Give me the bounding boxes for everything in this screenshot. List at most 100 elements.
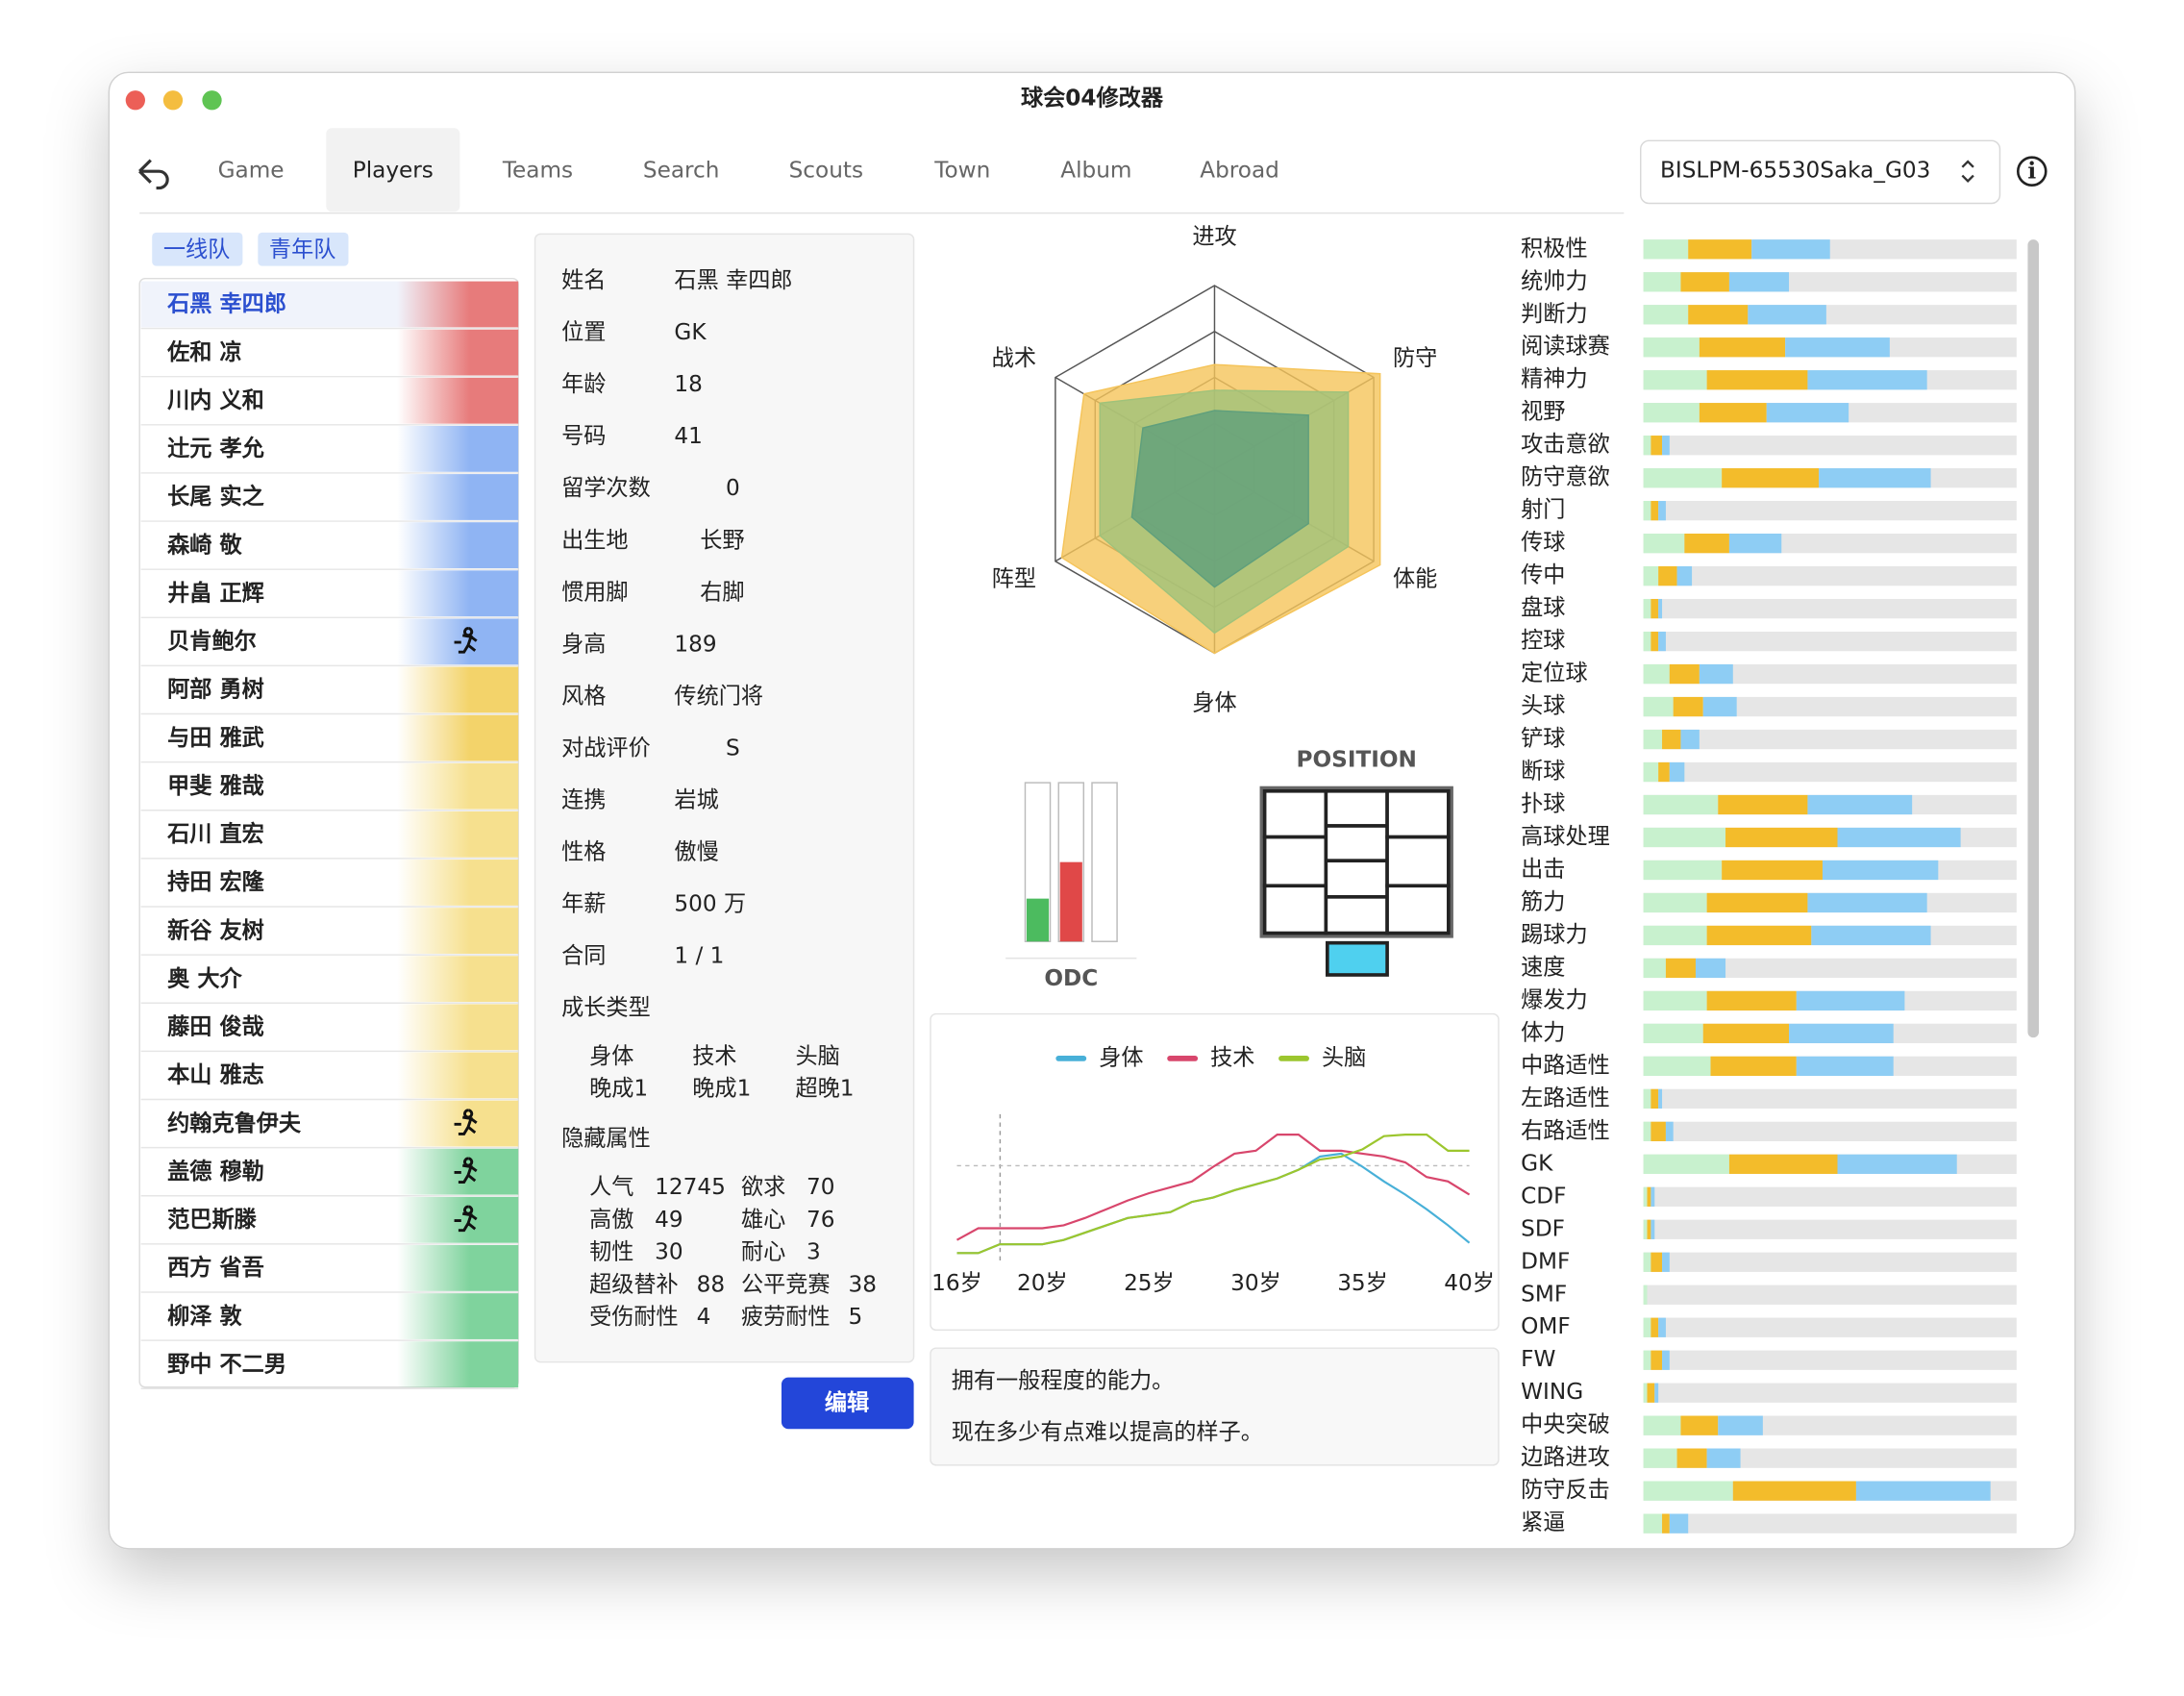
player-color[interactable] [397,714,519,761]
field-label: 对战评价 [561,735,651,761]
bar-track [1643,761,2017,783]
attribute-label: 边路进攻 [1521,1444,1610,1470]
radar-label: 进攻 [1192,224,1236,250]
bar-track [1643,501,2017,521]
bar-segment [1695,958,1726,979]
field-label: 身高 [561,631,606,657]
edit-button[interactable] [781,1377,914,1430]
attribute-label: 右路适性 [1521,1117,1610,1143]
player-name: 贝肯鲍尔 [167,629,257,655]
tab[interactable]: Album [1060,158,1131,184]
player-name: 奥 大介 [167,965,242,991]
player-color[interactable] [397,762,519,810]
back-button[interactable] [138,159,169,190]
bar-segment [1650,631,1659,652]
player-color[interactable] [397,281,519,328]
field-value: 41 [674,423,702,449]
bar-segment [1643,1284,1648,1305]
player-color[interactable] [397,1245,519,1291]
bar-segment [1710,1056,1797,1077]
radar-label: 防守 [1393,345,1437,371]
tab[interactable]: Game [218,158,285,184]
attribute-label: 爆发力 [1521,986,1587,1012]
hidden-label: 雄心 [741,1207,785,1233]
player-color[interactable] [397,1004,519,1051]
player-color[interactable] [397,474,519,520]
bar-segment [1669,761,1685,783]
tab[interactable]: Town [933,158,990,184]
bar-segment [1722,860,1823,881]
player-color[interactable] [397,1341,519,1388]
attribute-label: 积极性 [1521,236,1587,262]
player-color[interactable] [397,860,519,906]
bar-track [1643,565,2017,586]
bar-segment [1680,729,1700,750]
player-color[interactable] [397,956,519,1003]
zoom-button[interactable] [202,90,222,111]
tab[interactable]: Abroad [1200,158,1279,184]
bar-segment [1658,631,1666,652]
bar-segment [1728,272,1790,292]
hidden-value: 5 [849,1304,863,1330]
player-color[interactable] [397,1293,519,1339]
bar-segment [1725,827,1838,848]
minimize-button[interactable] [162,90,184,111]
bar-track [1643,1186,2017,1207]
bar-segment [1748,305,1826,325]
bar-segment [1702,696,1737,717]
squad-tab[interactable] [152,232,243,266]
legend-icon [454,1157,478,1184]
bar-segment [1643,436,1651,456]
info-button[interactable] [2016,156,2048,187]
field-value: 189 [674,631,716,657]
legend-label: 身体 [1099,1044,1143,1070]
attribute-label: 中央突破 [1521,1411,1610,1437]
tab[interactable]: Players [353,158,434,184]
bar-track [1643,631,2017,652]
attribute-label: 阅读球赛 [1521,334,1610,360]
bar-track [1643,1284,2017,1305]
player-color[interactable] [397,329,519,376]
player-color[interactable] [397,1052,519,1099]
bar-segment [1643,1415,1681,1435]
window-title: 球会04修改器 [1021,85,1164,111]
attribute-label: GK [1521,1150,1553,1176]
x-tick-label: 35岁 [1337,1270,1388,1296]
info-glyph: i [2027,159,2036,185]
attribute-label: FW [1521,1346,1555,1372]
player-color[interactable] [397,570,519,617]
close-button[interactable] [125,90,145,111]
profile-panel [534,233,915,1363]
player-color[interactable] [397,666,519,713]
field-label: 年龄 [561,371,606,397]
hidden-label: 耐心 [741,1239,785,1265]
tab[interactable]: Teams [502,158,573,184]
attribute-label: 控球 [1521,628,1565,654]
attribute-label: 扑球 [1521,791,1565,817]
player-color[interactable] [397,377,519,424]
gk-cell [1325,940,1389,977]
field-label: 位置 [561,319,606,345]
attribute-label: 断球 [1521,759,1565,785]
bar-segment [1643,1252,1651,1272]
player-color[interactable] [397,522,519,569]
bar-segment [1650,1317,1659,1337]
growth-line [956,1134,1471,1241]
field-label: 年薪 [561,890,606,916]
player-color[interactable] [397,811,519,858]
squad-tab[interactable] [258,232,349,266]
player-color[interactable] [397,425,519,472]
player-name: 与田 雅武 [167,725,264,751]
bar-segment [1702,1023,1790,1044]
player-color[interactable] [397,908,519,954]
save-selector[interactable] [1640,139,2001,205]
player-name: 井畠 正辉 [167,580,264,606]
scrollbar[interactable] [2027,239,2040,1038]
tab-highlight [326,128,460,212]
tab[interactable]: Scouts [789,158,863,184]
attribute-label: 防守反击 [1521,1477,1610,1503]
tab[interactable]: Search [643,158,720,184]
player-name: 辻元 孝允 [167,436,264,461]
bar-segment [1643,1481,1733,1501]
bar-segment [1658,761,1670,783]
